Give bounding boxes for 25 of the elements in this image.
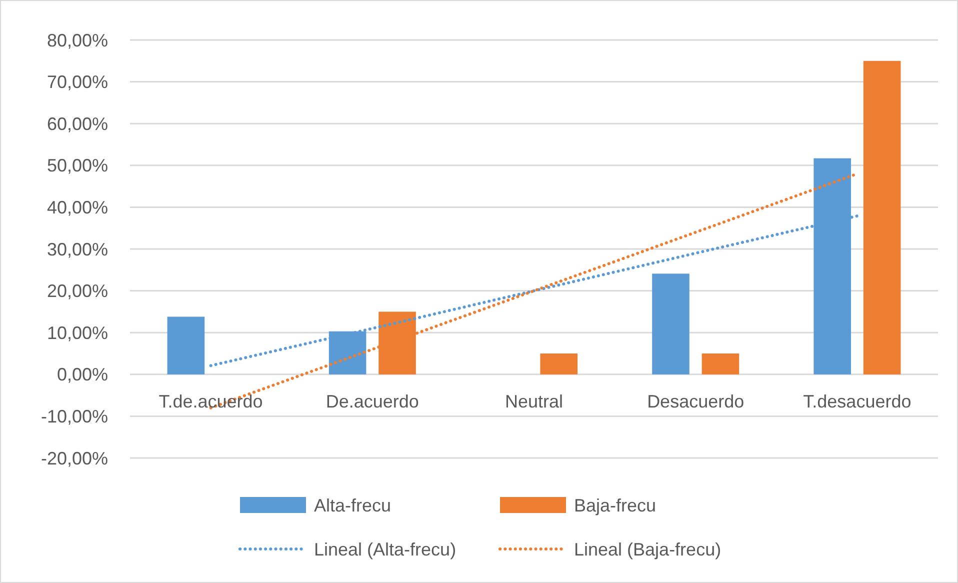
- bar: [863, 60, 901, 374]
- bar: [540, 354, 578, 374]
- y-tick-label: 30,00%: [46, 239, 108, 260]
- y-tick-label: 70,00%: [46, 72, 108, 92]
- y-tick-label: -10,00%: [40, 406, 108, 426]
- x-tick-label: Desacuerdo: [647, 391, 744, 412]
- x-tick-label: Neutral: [504, 391, 564, 412]
- y-tick-label: 60,00%: [46, 114, 108, 134]
- legend-label: Baja-frecu: [574, 495, 656, 516]
- bar: [167, 316, 205, 374]
- y-tick-label: 20,00%: [46, 281, 108, 302]
- y-tick-label: 0,00%: [56, 364, 108, 385]
- legend-label: Lineal (Baja-frecu): [574, 539, 722, 560]
- bar: [652, 274, 690, 374]
- y-tick-label: 50,00%: [46, 156, 108, 176]
- y-tick-label: -20,00%: [40, 448, 108, 468]
- bar: [702, 354, 740, 374]
- legend-label: Alta-frecu: [314, 495, 392, 516]
- bar: [378, 312, 416, 374]
- legend-label: Lineal (Alta-frecu): [314, 539, 456, 560]
- x-tick-label: T.desacuerdo: [803, 391, 912, 412]
- x-tick-label: De.acuerdo: [326, 391, 419, 412]
- y-tick-label: 40,00%: [46, 198, 108, 218]
- y-tick-label: 10,00%: [46, 322, 108, 343]
- y-tick-label: 80,00%: [46, 30, 108, 50]
